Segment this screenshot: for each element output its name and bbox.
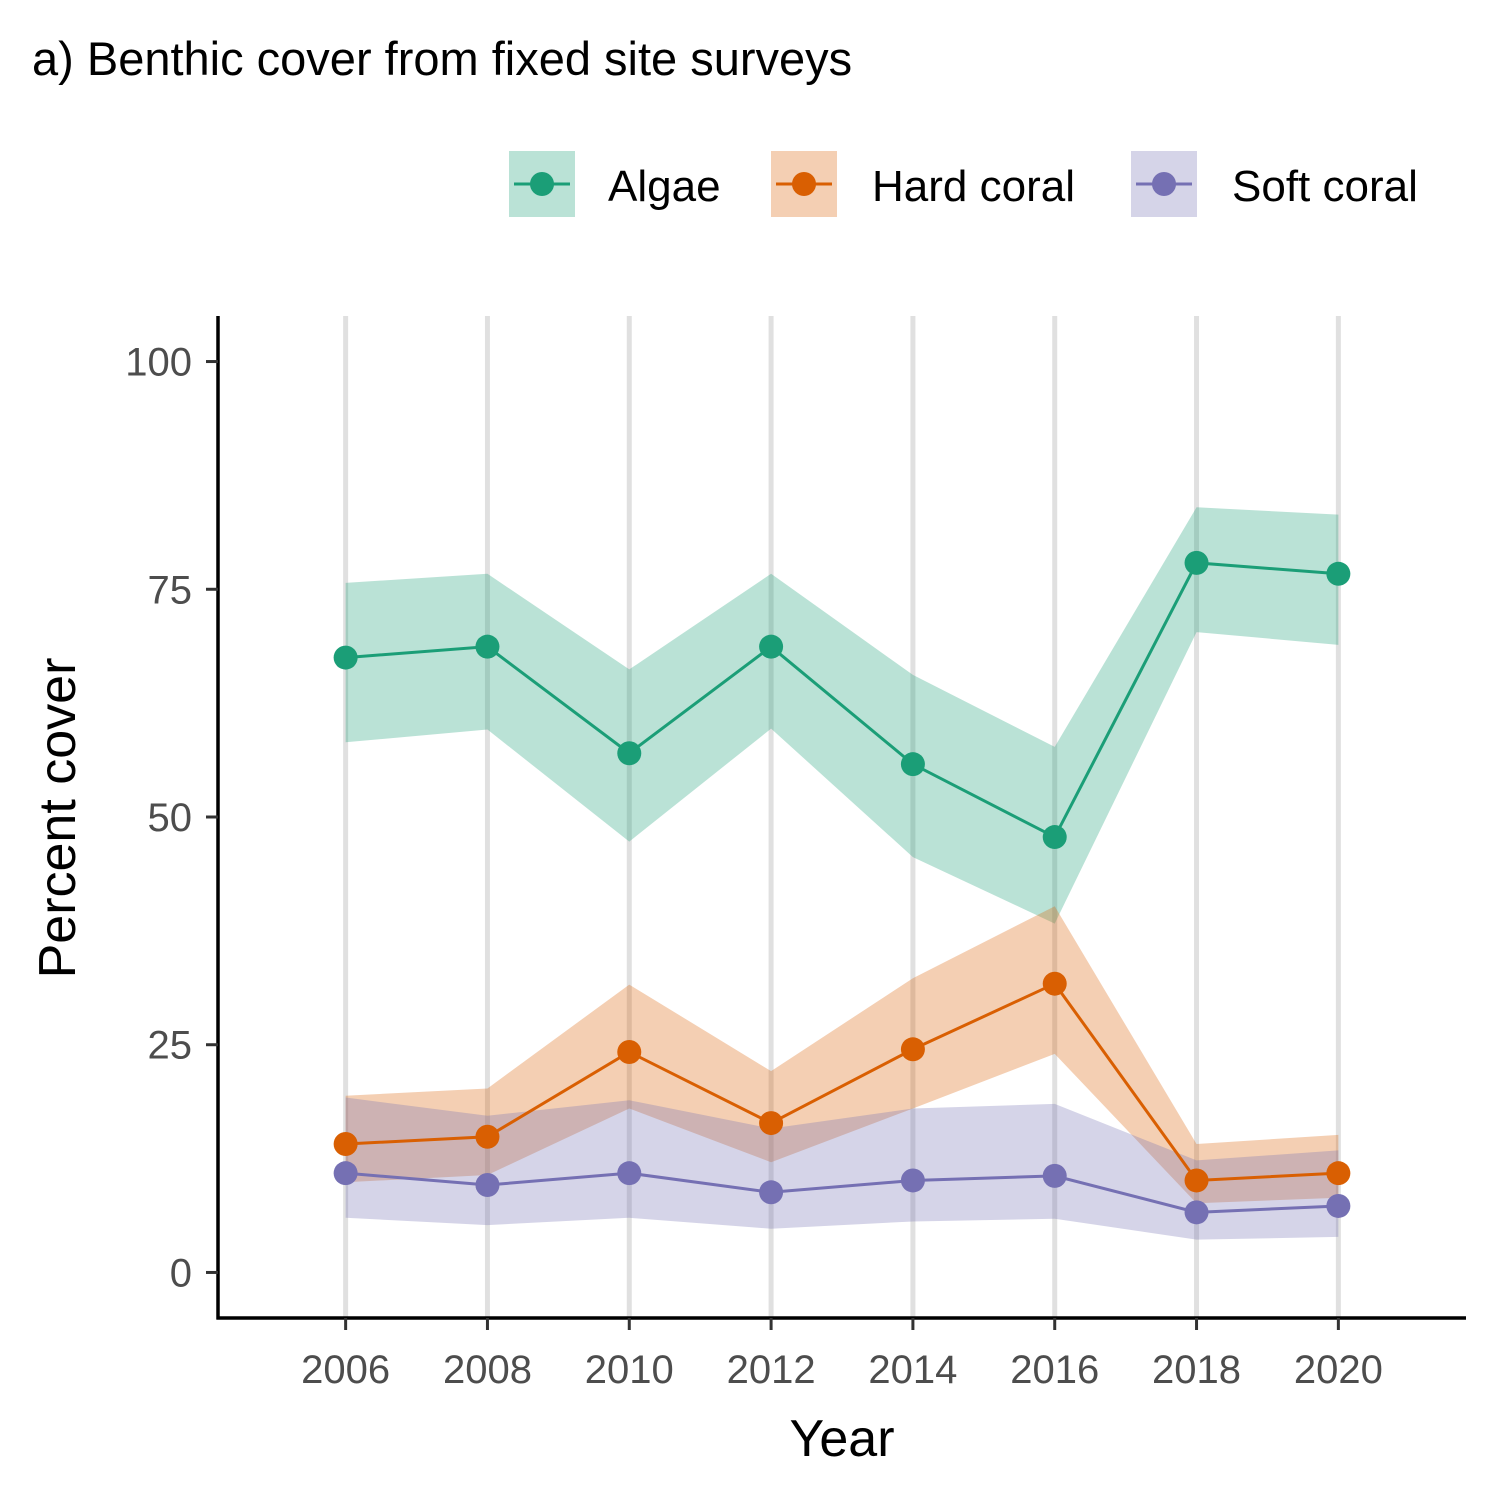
- x-tick-label-2006: 2006: [301, 1348, 390, 1392]
- band-soft-coral: [345, 1097, 1339, 1240]
- y-tick-label-25: 25: [148, 1024, 193, 1068]
- y-axis-title: Percent cover: [29, 658, 87, 979]
- line-hard-coral: [345, 981, 1339, 1182]
- point-soft-coral-2020: [1326, 1193, 1351, 1218]
- point-soft-coral-2014: [900, 1168, 925, 1193]
- point-algae-2006: [333, 645, 358, 670]
- chart-title: a) Benthic cover from fixed site surveys: [32, 32, 852, 85]
- legend-key-point-algae: [530, 172, 554, 196]
- point-algae-2010: [617, 741, 642, 766]
- point-soft-coral-2018: [1184, 1200, 1209, 1225]
- x-tick-label-2020: 2020: [1294, 1348, 1383, 1392]
- x-tick-label-2014: 2014: [868, 1348, 957, 1392]
- x-tick-label-2012: 2012: [727, 1348, 816, 1392]
- y-tick-label-0: 0: [170, 1251, 192, 1295]
- y-tick-label-50: 50: [148, 796, 193, 840]
- point-soft-coral-2010: [617, 1161, 642, 1186]
- x-tick-label-2018: 2018: [1152, 1348, 1241, 1392]
- legend-label-algae: Algae: [608, 162, 721, 211]
- point-algae-2016: [1042, 825, 1067, 850]
- line-algae: [345, 561, 1339, 840]
- legend-item-algae: Algae: [509, 151, 721, 217]
- confidence-bands: [345, 507, 1339, 1240]
- point-soft-coral-2016: [1042, 1163, 1067, 1188]
- point-soft-coral-2008: [475, 1173, 500, 1198]
- point-algae-2014: [900, 752, 925, 777]
- legend-key-point-soft-coral: [1152, 172, 1176, 196]
- series-lines: [345, 561, 1339, 1214]
- point-soft-coral-2012: [759, 1180, 784, 1205]
- axes: [206, 316, 1466, 1330]
- band-hard-coral: [345, 906, 1339, 1204]
- x-tick-label-2008: 2008: [443, 1348, 532, 1392]
- band-algae: [345, 507, 1339, 924]
- y-tick-label-75: 75: [148, 568, 193, 612]
- point-hard-coral-2018: [1184, 1168, 1209, 1193]
- point-hard-coral-2020: [1326, 1161, 1351, 1186]
- point-algae-2020: [1326, 561, 1351, 586]
- legend: Algae Hard coral Soft coral: [509, 151, 1418, 217]
- x-tick-label-2010: 2010: [585, 1348, 674, 1392]
- point-hard-coral-2010: [617, 1040, 642, 1065]
- tick-labels: 2006 2008 2010 2012 2014 2016 2018 2020 0 25 50 75 1…: [125, 341, 1383, 1392]
- legend-item-soft-coral: Soft coral: [1131, 151, 1418, 217]
- legend-item-hard-coral: Hard coral: [771, 151, 1075, 217]
- point-hard-coral-2006: [333, 1132, 358, 1157]
- legend-label-soft-coral: Soft coral: [1232, 162, 1418, 211]
- point-hard-coral-2008: [475, 1124, 500, 1149]
- y-tick-label-100: 100: [125, 341, 192, 385]
- legend-label-hard-coral: Hard coral: [872, 162, 1075, 211]
- x-tick-label-2016: 2016: [1010, 1348, 1099, 1392]
- point-soft-coral-2006: [333, 1161, 358, 1186]
- point-algae-2018: [1184, 550, 1209, 575]
- data-points: [333, 550, 1351, 1225]
- line-soft-coral: [345, 1171, 1339, 1214]
- point-hard-coral-2016: [1042, 971, 1067, 996]
- point-algae-2008: [475, 634, 500, 659]
- legend-key-point-hard-coral: [792, 172, 816, 196]
- point-algae-2012: [759, 634, 784, 659]
- point-hard-coral-2012: [759, 1111, 784, 1136]
- point-hard-coral-2014: [900, 1037, 925, 1062]
- x-axis-title: Year: [789, 1410, 894, 1468]
